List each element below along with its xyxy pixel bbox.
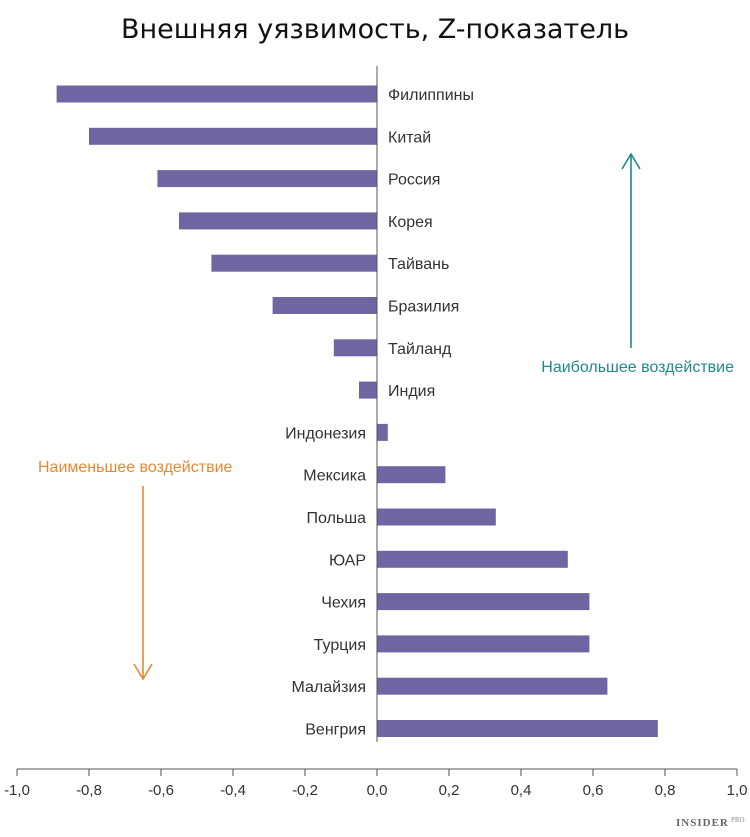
x-tick-label: -0,4 xyxy=(220,782,246,799)
bar xyxy=(211,254,377,272)
category-label: Бразилия xyxy=(388,299,459,316)
category-label: Малайзия xyxy=(291,679,366,696)
up-arrow-head-icon xyxy=(621,152,641,170)
bar xyxy=(377,550,568,568)
x-tick-label: -0,6 xyxy=(148,782,174,799)
bar xyxy=(377,466,446,484)
watermark-suffix: PRO xyxy=(731,816,745,824)
category-label: Индонезия xyxy=(285,425,366,442)
category-labels: Филиппины Китай Россия Корея Тайвань Бразилия… xyxy=(285,87,474,739)
chart-title: Внешняя уязвимость, Z-показатель xyxy=(121,14,629,45)
down-arrow-head-icon xyxy=(133,663,153,681)
category-label: Венгрия xyxy=(305,722,366,739)
x-tick-label: 0,0 xyxy=(367,782,388,799)
category-label: Польша xyxy=(307,510,367,527)
bar xyxy=(56,85,377,103)
bar xyxy=(179,212,377,230)
watermark: INSIDER PRO xyxy=(676,816,745,829)
bar xyxy=(377,593,590,611)
bar xyxy=(377,423,388,441)
x-tick-label: 1,0 xyxy=(727,782,748,799)
down-annotation: Наименьшее воздействие xyxy=(38,459,233,681)
x-tick-label: 0,6 xyxy=(583,782,604,799)
x-tick-label: -1,0 xyxy=(4,782,30,799)
x-tick-label: 0,8 xyxy=(655,782,676,799)
bar xyxy=(359,381,377,399)
category-label: Тайланд xyxy=(388,341,452,358)
bar xyxy=(89,127,377,145)
bar xyxy=(377,677,608,695)
category-label: Турция xyxy=(314,637,366,654)
bar xyxy=(377,720,658,737)
up-annotation-label: Наибольшее воздействие xyxy=(541,359,734,376)
category-label: Корея xyxy=(388,214,433,231)
category-label: ЮАР xyxy=(329,552,366,569)
up-annotation: Наибольшее воздействие xyxy=(541,152,734,376)
category-label: Чехия xyxy=(321,595,366,612)
category-label: Тайвань xyxy=(388,256,449,273)
bar xyxy=(157,170,377,188)
bars-group xyxy=(56,85,658,737)
x-tick-label: 0,4 xyxy=(511,782,532,799)
x-tick-label: 0,2 xyxy=(439,782,460,799)
category-label: Китай xyxy=(388,129,431,146)
bar xyxy=(377,635,590,653)
category-label: Мексика xyxy=(303,468,366,485)
bar xyxy=(377,508,496,526)
watermark-brand: INSIDER xyxy=(676,817,729,829)
axes xyxy=(17,66,737,770)
down-annotation-label: Наименьшее воздействие xyxy=(38,459,233,476)
bar xyxy=(333,339,377,357)
category-label: Россия xyxy=(388,172,440,189)
bar xyxy=(272,297,377,314)
x-axis-ticks: -1,0 -0,8 -0,6 -0,4 -0,2 0,0 0,2 0,4 0,6 0,8 1,0 xyxy=(4,769,747,799)
category-label: Индия xyxy=(388,383,435,400)
x-tick-label: -0,8 xyxy=(76,782,102,799)
x-tick-label: -0,2 xyxy=(292,782,318,799)
category-label: Филиппины xyxy=(388,87,474,104)
